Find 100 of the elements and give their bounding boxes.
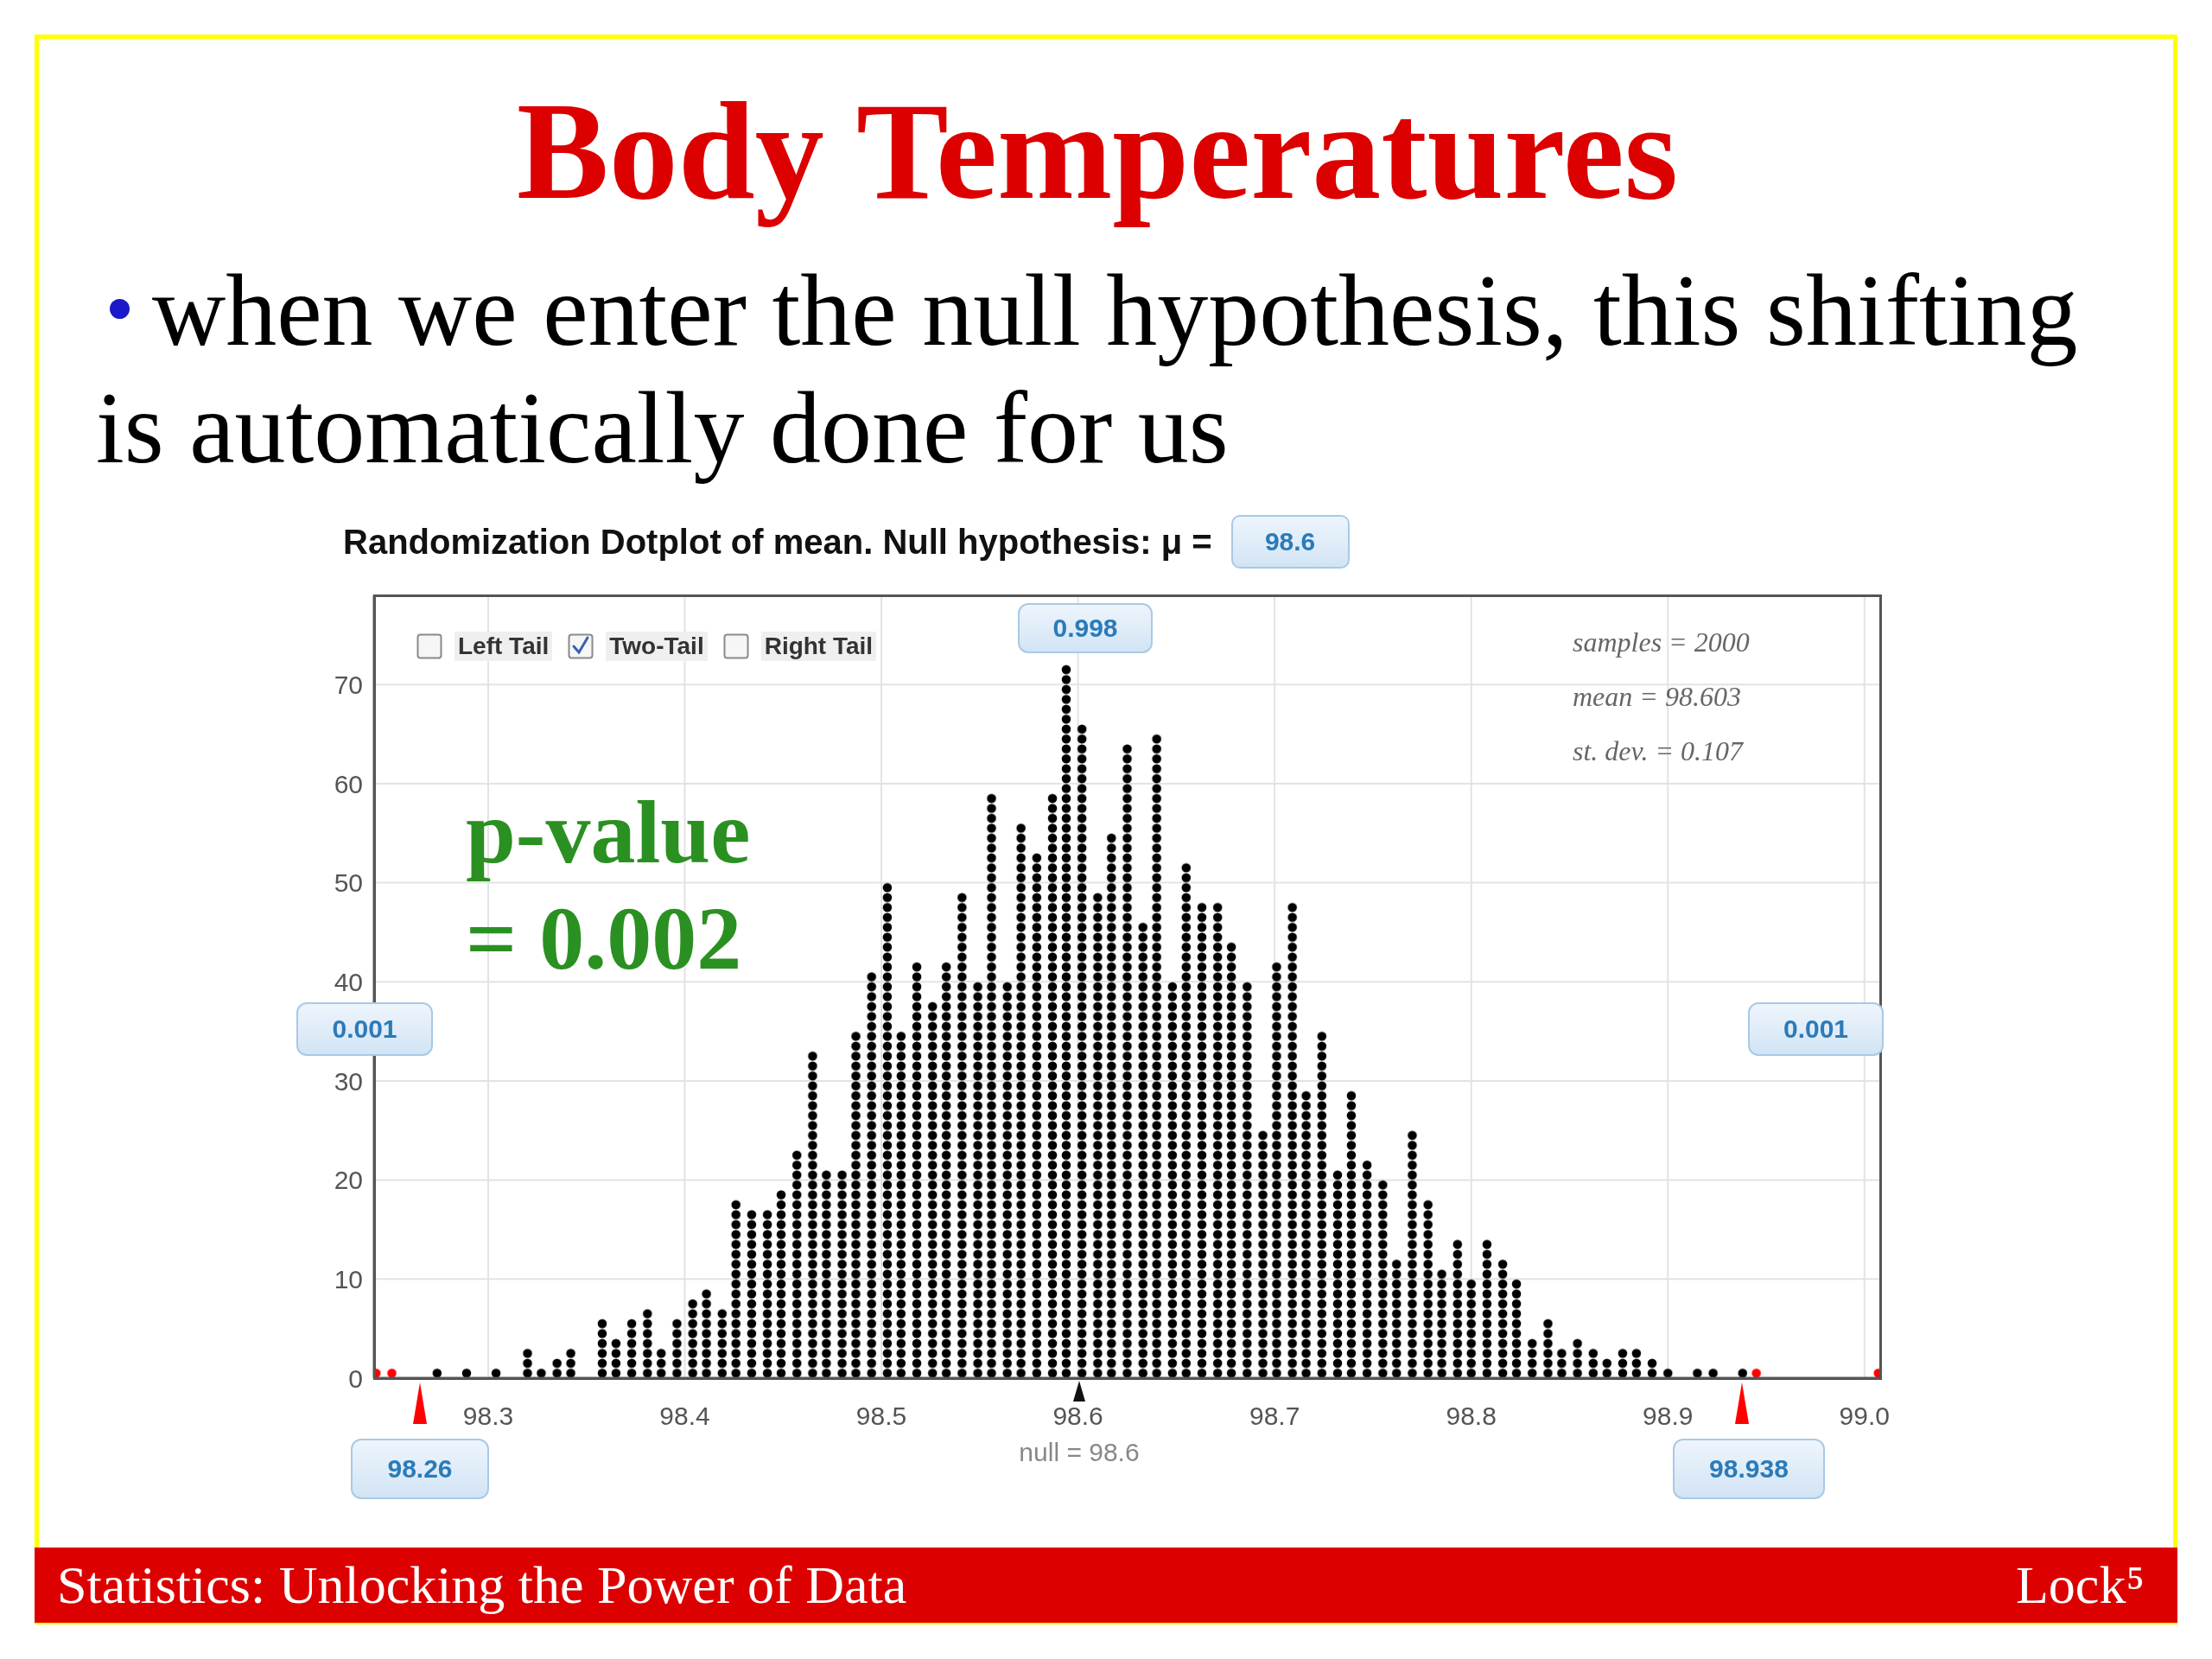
bar — [1270, 962, 1283, 1378]
bar — [1225, 942, 1238, 1378]
bar — [1451, 1239, 1464, 1378]
x-tick-label: 98.8 — [1446, 1402, 1497, 1431]
bar — [1406, 1130, 1419, 1378]
y-tick-label: 30 — [334, 1066, 363, 1096]
annotation: st. dev. = 0.107 — [1573, 735, 1743, 766]
bar — [1497, 1259, 1510, 1378]
annotation: 0.998 — [1052, 613, 1118, 643]
label-box: 0.001 — [296, 1002, 433, 1056]
bar — [971, 982, 984, 1378]
bar — [1646, 1358, 1659, 1378]
y-tick-label: 0 — [348, 1363, 363, 1393]
text: null = 98.6 — [1019, 1438, 1140, 1466]
bar — [655, 1348, 668, 1378]
bar — [1315, 1031, 1328, 1378]
bar — [1256, 1130, 1269, 1378]
bar — [956, 893, 969, 1378]
bar — [1586, 1348, 1599, 1378]
bar — [820, 1170, 833, 1378]
bar — [1196, 902, 1208, 1378]
label-box: 0.001 — [1748, 1002, 1884, 1056]
bar — [940, 962, 953, 1378]
bar — [1526, 1338, 1539, 1378]
bar — [564, 1348, 577, 1378]
bar — [806, 1051, 819, 1378]
bar — [700, 1288, 713, 1378]
text: Randomization Dotplot of mean. Null hypothesis: μ = — [343, 522, 1212, 562]
x-tick-label: 99.0 — [1839, 1402, 1890, 1431]
bar — [745, 1210, 758, 1378]
bar — [1014, 823, 1027, 1378]
bar — [985, 793, 998, 1378]
bar — [1600, 1358, 1613, 1378]
bar — [911, 962, 924, 1378]
label-box: 0.998 — [1018, 603, 1153, 653]
bar — [1465, 1279, 1478, 1378]
bar — [1105, 833, 1118, 1378]
y-tick-label: 10 — [334, 1264, 363, 1294]
bar — [1046, 793, 1059, 1378]
x-tick-label: 98.3 — [462, 1402, 514, 1431]
label-box: Two-Tail — [606, 632, 708, 661]
bar — [1571, 1338, 1584, 1378]
annotation: mean = 98.603 — [1573, 681, 1741, 712]
annotation: 0.001 — [1783, 1014, 1849, 1044]
bar — [715, 1308, 728, 1378]
bar — [1241, 982, 1254, 1378]
bar — [1121, 744, 1134, 1378]
annotation: samples = 2000 — [1573, 626, 1750, 658]
chart-subtitle: when we enter the null hypothesis, this shifting is automatically done for us — [96, 254, 2078, 485]
y-tick-label: 70 — [334, 670, 363, 699]
bar — [1541, 1319, 1554, 1378]
bar — [1390, 1259, 1403, 1378]
text: Lock⁵ — [2015, 1555, 2145, 1614]
bar — [1555, 1348, 1568, 1378]
bar — [671, 1319, 683, 1378]
label-box: 98.26 — [351, 1439, 489, 1499]
annotation: p-value = 0.002 — [466, 782, 751, 988]
bar — [1076, 724, 1089, 1378]
bar — [1179, 862, 1192, 1378]
x-tick-label: 98.5 — [855, 1402, 907, 1431]
input-field: 98.6 — [1230, 515, 1350, 569]
label-box: 98.938 — [1673, 1439, 1825, 1499]
x-tick-label: 98.9 — [1643, 1402, 1694, 1431]
bar — [836, 1170, 849, 1378]
bar — [1091, 893, 1104, 1378]
y-tick-label: 60 — [334, 769, 363, 798]
x-tick-label: 98.6 — [1052, 1402, 1103, 1431]
x-tick-label: 98.4 — [659, 1402, 710, 1431]
bar — [1421, 1199, 1434, 1378]
bar — [775, 1190, 788, 1378]
bar — [865, 971, 878, 1378]
bar — [1150, 734, 1163, 1378]
bar — [1166, 982, 1179, 1378]
x-tick-label: 98.7 — [1249, 1402, 1300, 1431]
bar — [1030, 853, 1043, 1378]
bar — [550, 1358, 563, 1378]
bar — [1300, 1090, 1313, 1378]
bar — [1376, 1179, 1389, 1378]
chart-title: Body Temperatures — [517, 74, 1678, 228]
label-box: Right Tail — [760, 632, 877, 661]
y-tick-label: 20 — [334, 1166, 363, 1195]
bar — [1616, 1348, 1629, 1378]
text: Statistics: Unlocking the Power of Data — [57, 1555, 907, 1614]
bar — [849, 1031, 862, 1378]
bar — [926, 1001, 939, 1378]
bar — [729, 1199, 742, 1378]
bar — [609, 1338, 622, 1378]
bar — [595, 1319, 608, 1378]
bar — [894, 1031, 907, 1378]
bar — [1136, 922, 1149, 1378]
bar — [1361, 1160, 1374, 1378]
y-tick-label: 50 — [334, 868, 363, 898]
bar — [521, 1348, 534, 1378]
bar — [686, 1299, 699, 1378]
bar — [1211, 902, 1224, 1378]
bar — [1510, 1279, 1523, 1378]
y-tick-label: 40 — [334, 967, 363, 996]
bar — [880, 882, 893, 1378]
bar — [641, 1308, 654, 1378]
bar — [761, 1210, 774, 1378]
